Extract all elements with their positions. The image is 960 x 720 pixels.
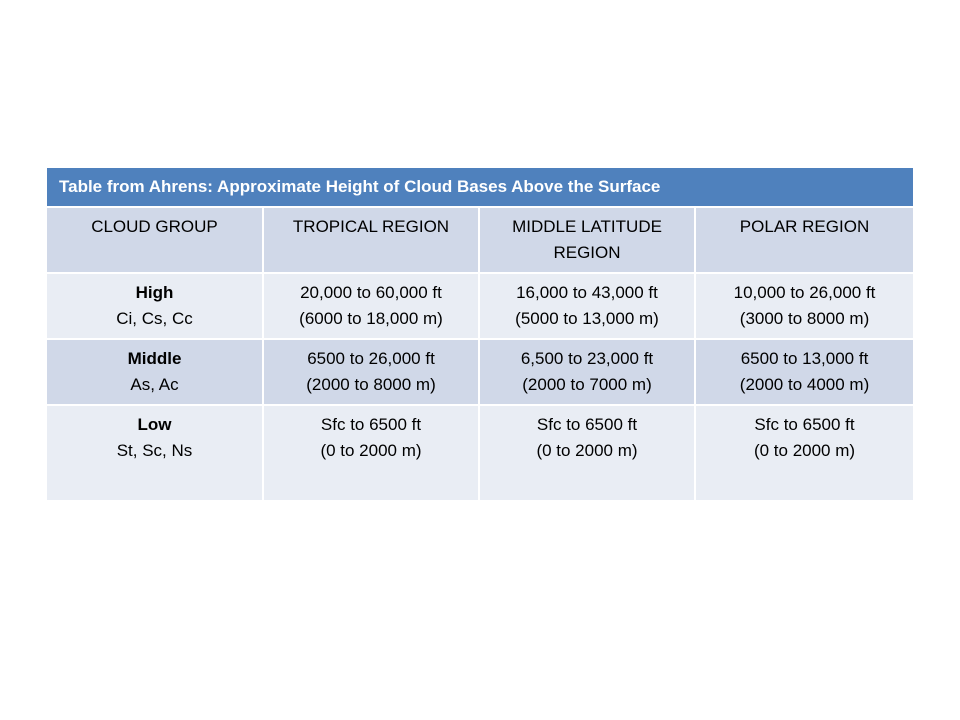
height-m: (0 to 2000 m) [536, 441, 638, 460]
table-row-middle: Middle As, Ac 6500 to 26,000 ft (2000 to… [47, 339, 914, 406]
middle-latitude-cell: 6,500 to 23,000 ft (2000 to 7000 m) [479, 339, 696, 406]
height-ft: 16,000 to 43,000 ft [516, 283, 658, 302]
cloud-group-name: Low [137, 415, 172, 434]
tropical-cell: Sfc to 6500 ft (0 to 2000 m) [263, 405, 480, 500]
height-m: (0 to 2000 m) [753, 441, 856, 460]
height-ft: 6,500 to 23,000 ft [520, 349, 654, 368]
cloud-base-table: Table from Ahrens: Approximate Height of… [47, 168, 914, 500]
cloud-group-name: Middle [127, 349, 182, 368]
height-m: (6000 to 18,000 m) [299, 309, 443, 328]
cloud-group-cell: High Ci, Cs, Cc [47, 273, 264, 340]
height-ft: 6500 to 13,000 ft [740, 349, 869, 368]
middle-latitude-cell: 16,000 to 43,000 ft (5000 to 13,000 m) [479, 273, 696, 340]
table-row-high: High Ci, Cs, Cc 20,000 to 60,000 ft (600… [47, 273, 914, 340]
height-ft: 10,000 to 26,000 ft [733, 283, 876, 302]
height-ft: Sfc to 6500 ft [754, 415, 855, 434]
table-title: Table from Ahrens: Approximate Height of… [47, 168, 914, 208]
height-ft: Sfc to 6500 ft [536, 415, 638, 434]
height-ft: 20,000 to 60,000 ft [300, 283, 442, 302]
cloud-types: Ci, Cs, Cc [116, 309, 193, 328]
height-m: (2000 to 8000 m) [306, 375, 436, 394]
height-m: (0 to 2000 m) [320, 441, 422, 460]
height-m: (2000 to 4000 m) [739, 375, 870, 394]
tropical-cell: 6500 to 26,000 ft (2000 to 8000 m) [263, 339, 480, 406]
cloud-group-name: High [135, 283, 174, 302]
cloud-group-cell: Middle As, Ac [47, 339, 264, 406]
header-tropical-region: TROPICAL REGION [263, 207, 480, 274]
polar-cell: 6500 to 13,000 ft (2000 to 4000 m) [695, 339, 914, 406]
header-polar-region: POLAR REGION [695, 207, 914, 274]
height-m: (3000 to 8000 m) [739, 309, 870, 328]
header-cloud-group: CLOUD GROUP [47, 207, 264, 274]
height-m: (2000 to 7000 m) [522, 375, 652, 394]
cloud-types: St, Sc, Ns [116, 441, 193, 460]
middle-latitude-cell: Sfc to 6500 ft (0 to 2000 m) [479, 405, 696, 500]
cloud-types: As, Ac [130, 375, 179, 394]
height-m: (5000 to 13,000 m) [515, 309, 659, 328]
height-ft: Sfc to 6500 ft [320, 415, 422, 434]
table-title-row: Table from Ahrens: Approximate Height of… [47, 168, 914, 208]
polar-cell: 10,000 to 26,000 ft (3000 to 8000 m) [695, 273, 914, 340]
polar-cell: Sfc to 6500 ft (0 to 2000 m) [695, 405, 914, 500]
table-row-low: Low St, Sc, Ns Sfc to 6500 ft (0 to 2000… [47, 405, 914, 500]
column-header-row: CLOUD GROUP TROPICAL REGION MIDDLE LATIT… [47, 207, 914, 274]
cloud-group-cell: Low St, Sc, Ns [47, 405, 264, 500]
height-ft: 6500 to 26,000 ft [307, 349, 435, 368]
header-middle-latitude-region: MIDDLE LATITUDE REGION [479, 207, 696, 274]
tropical-cell: 20,000 to 60,000 ft (6000 to 18,000 m) [263, 273, 480, 340]
